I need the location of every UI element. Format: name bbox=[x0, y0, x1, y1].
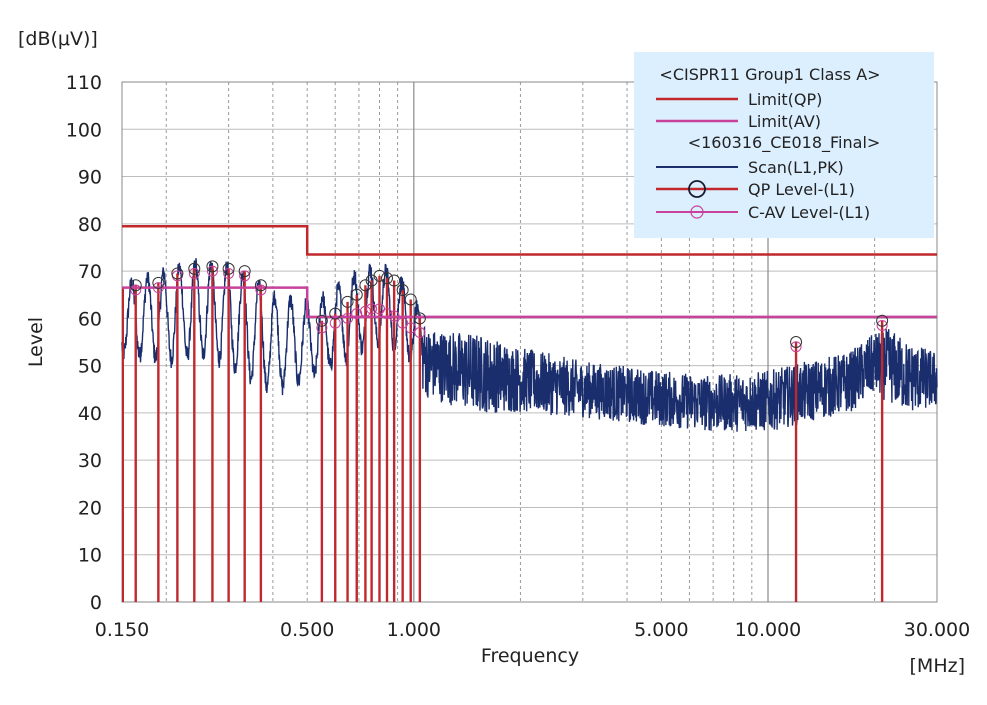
y-tick-label-70: 70 bbox=[78, 261, 102, 283]
cav-marker bbox=[381, 308, 393, 320]
x-tick-labels: 0.150 0.500 1.000 5.000 10.000 30.000 bbox=[95, 619, 970, 641]
legend-label-cav-level: C-AV Level-(L1) bbox=[748, 203, 870, 222]
y-tick-labels: 0 10 20 30 40 50 60 70 80 90 100 110 bbox=[66, 72, 102, 614]
y-axis-title: Level bbox=[25, 317, 47, 367]
cav-marker bbox=[397, 317, 409, 329]
cav-marker bbox=[414, 327, 426, 339]
x-tick-label-10.000: 10.000 bbox=[735, 619, 801, 641]
qp-marker bbox=[315, 314, 328, 327]
cav-marker bbox=[152, 282, 164, 294]
cav-marker bbox=[223, 267, 235, 279]
qp-marker bbox=[373, 269, 386, 282]
level-markers bbox=[129, 260, 889, 353]
x-tick-label-1.000: 1.000 bbox=[387, 619, 441, 641]
legend-cav-marker-icon bbox=[690, 205, 704, 219]
legend-label-scan: Scan(L1,PK) bbox=[748, 158, 844, 177]
legend: <CISPR11 Group1 Class A> Limit(QP) Limit… bbox=[634, 52, 934, 238]
cav-marker bbox=[405, 322, 417, 334]
limit-line-av bbox=[122, 286, 937, 319]
qp-marker bbox=[404, 293, 417, 306]
y-tick-label-50: 50 bbox=[78, 356, 102, 378]
qp-marker bbox=[790, 336, 803, 348]
qp-marker bbox=[206, 260, 219, 273]
legend-box bbox=[634, 52, 934, 238]
y-tick-label-40: 40 bbox=[78, 403, 102, 425]
qp-marker-lines bbox=[122, 266, 884, 602]
x-tick-label-5.000: 5.000 bbox=[634, 619, 688, 641]
limit-line-qp bbox=[122, 224, 937, 256]
cav-marker bbox=[239, 270, 251, 282]
cav-marker bbox=[130, 284, 142, 296]
legend-label-limit-qp: Limit(QP) bbox=[748, 90, 822, 109]
qp-marker bbox=[388, 274, 401, 287]
legend-group1-title: <CISPR11 Group1 Class A> bbox=[659, 65, 880, 84]
qp-marker bbox=[222, 262, 235, 275]
y-tick-label-60: 60 bbox=[78, 308, 102, 330]
qp-marker bbox=[413, 312, 426, 325]
qp-marker bbox=[238, 265, 251, 278]
x-tick-label-30.000: 30.000 bbox=[904, 619, 970, 641]
limit-lines bbox=[122, 224, 937, 319]
cav-marker bbox=[790, 341, 802, 353]
qp-marker bbox=[396, 284, 409, 296]
y-tick-label-110: 110 bbox=[66, 72, 102, 94]
cav-marker bbox=[876, 319, 888, 331]
qp-marker bbox=[254, 279, 267, 292]
cav-marker bbox=[342, 312, 354, 324]
y-tick-label-100: 100 bbox=[66, 119, 102, 141]
cav-marker bbox=[188, 267, 200, 279]
y-tick-label-30: 30 bbox=[78, 450, 102, 472]
cav-marker bbox=[388, 310, 400, 322]
cav-marker bbox=[351, 308, 363, 320]
cav-marker bbox=[316, 322, 328, 334]
qp-marker bbox=[329, 307, 342, 320]
cav-marker bbox=[329, 317, 341, 329]
y-tick-label-0: 0 bbox=[90, 592, 102, 614]
qp-marker bbox=[341, 295, 354, 308]
qp-marker bbox=[359, 279, 372, 292]
legend-label-qp-level: QP Level-(L1) bbox=[748, 180, 855, 199]
x-tick-label-0.150: 0.150 bbox=[95, 619, 149, 641]
cav-marker bbox=[255, 284, 267, 296]
x-tick-label-0.500: 0.500 bbox=[280, 619, 334, 641]
qp-marker bbox=[381, 272, 394, 285]
cav-marker bbox=[359, 305, 371, 317]
qp-marker bbox=[188, 262, 201, 275]
scan-series bbox=[121, 258, 938, 432]
qp-marker bbox=[350, 288, 363, 301]
y-unit-label: [dB(μV)] bbox=[18, 28, 98, 50]
y-tick-label-20: 20 bbox=[78, 497, 102, 519]
y-tick-label-10: 10 bbox=[78, 545, 102, 567]
qp-marker bbox=[876, 314, 889, 327]
x-unit-label: [MHz] bbox=[910, 655, 965, 677]
cav-marker bbox=[206, 265, 218, 277]
legend-label-limit-av: Limit(AV) bbox=[748, 112, 821, 131]
qp-marker bbox=[171, 267, 184, 280]
scan-trace bbox=[121, 258, 938, 432]
cav-marker bbox=[366, 303, 378, 315]
y-tick-label-90: 90 bbox=[78, 167, 102, 189]
legend-group2-title: <160316_CE018_Final> bbox=[688, 133, 881, 153]
qp-marker bbox=[129, 279, 142, 292]
qp-marker bbox=[152, 276, 165, 289]
legend-qp-marker-icon bbox=[688, 180, 706, 198]
x-axis-title: Frequency bbox=[481, 645, 579, 667]
y-tick-label-80: 80 bbox=[78, 214, 102, 236]
